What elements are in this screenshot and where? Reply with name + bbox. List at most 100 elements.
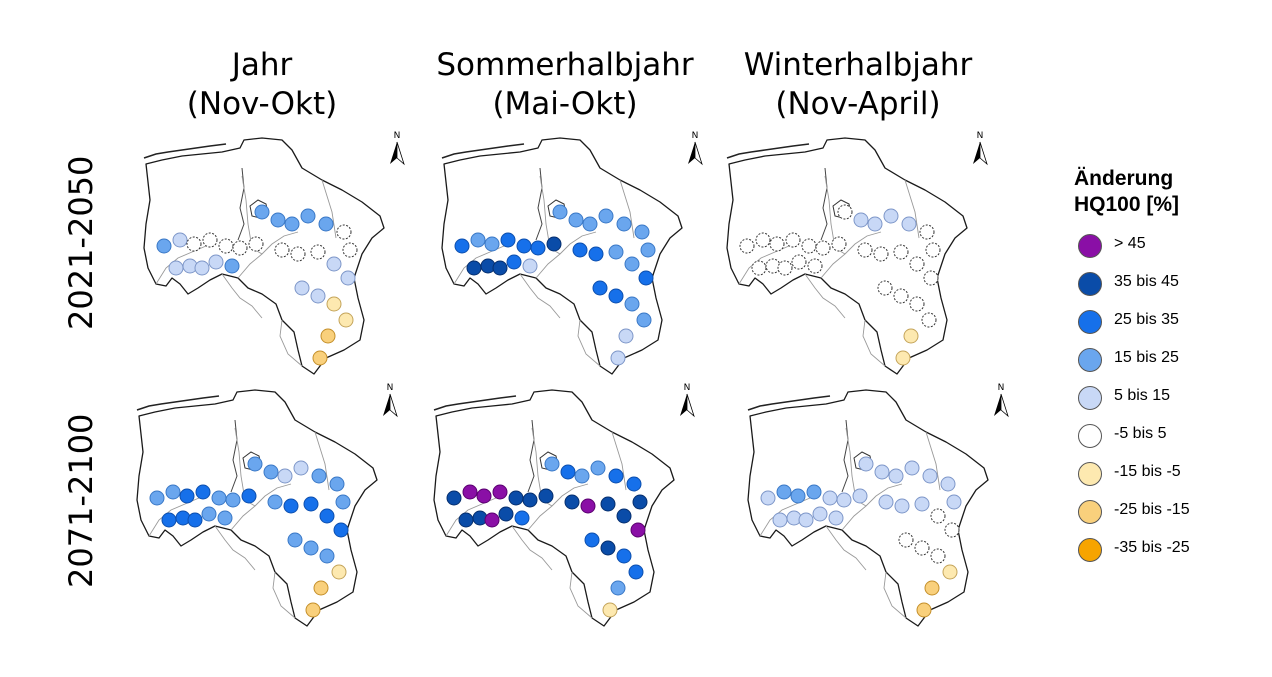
river-line (221, 273, 263, 319)
gauge-station-marker (812, 506, 828, 522)
map-svg: N (136, 383, 398, 627)
gauge-station-marker (454, 238, 470, 254)
gauge-station-marker (462, 484, 478, 500)
gauge-station-marker (254, 204, 270, 220)
river-line (569, 571, 593, 619)
gauge-station-marker (274, 242, 290, 258)
legend-swatch (1078, 386, 1102, 410)
legend-item: 25 bis 35 (1074, 304, 1264, 342)
region-outline (136, 389, 378, 627)
island-chain (136, 395, 220, 411)
gauge-station-marker (914, 540, 930, 556)
north-arrow-label: N (394, 131, 401, 141)
gauge-station-marker (538, 488, 554, 504)
gauge-station-marker (739, 238, 755, 254)
gauge-station-marker (760, 490, 776, 506)
gauge-station-marker (522, 492, 538, 508)
gauge-station-marker (293, 460, 309, 476)
island-chain (441, 143, 525, 159)
north-arrow-label: N (998, 383, 1005, 393)
legend-item: 35 bis 45 (1074, 266, 1264, 304)
gauge-station-marker (580, 498, 596, 514)
gauge-station-marker (247, 456, 263, 472)
north-arrow-icon (973, 141, 988, 166)
legend-label: 5 bis 15 (1114, 387, 1171, 404)
gauge-station-marker (333, 522, 349, 538)
gauge-station-marker (769, 236, 785, 252)
legend-label: > 45 (1114, 235, 1146, 252)
legend-label: -15 bis -5 (1114, 463, 1181, 480)
north-arrow-label: N (387, 383, 394, 393)
gauge-station-marker (602, 602, 618, 618)
legend-item: 15 bis 25 (1074, 342, 1264, 380)
row-title-2021-2050: 2021-2050 (62, 155, 100, 330)
gauge-station-marker (940, 476, 956, 492)
river-line (611, 431, 627, 491)
legend-swatch (1078, 462, 1102, 486)
gauge-station-marker (224, 258, 240, 274)
gauge-station-marker (208, 254, 224, 270)
gauge-station-marker (638, 270, 654, 286)
gauge-station-marker (287, 532, 303, 548)
gauge-station-marker (202, 232, 218, 248)
legend-swatch (1078, 272, 1102, 296)
river-line (535, 231, 597, 279)
column-title-line2: (Mai-Okt) (492, 86, 638, 122)
island-chain (726, 143, 810, 159)
gauge-station-marker (294, 280, 310, 296)
gauge-station-marker (909, 296, 925, 312)
gauge-station-marker (893, 288, 909, 304)
gauge-station-marker (608, 244, 624, 260)
gauge-station-marker (878, 494, 894, 510)
gauge-station-marker (476, 488, 492, 504)
gauge-station-marker (165, 484, 181, 500)
gauge-station-marker (211, 490, 227, 506)
gauge-station-marker (888, 468, 904, 484)
river-line (862, 319, 886, 367)
map-panel-2021-2050-sommerhalbjahr: N (420, 128, 710, 378)
gauge-station-marker (498, 506, 514, 522)
gauge-station-marker (608, 288, 624, 304)
gauge-station-marker (470, 232, 486, 248)
gauge-station-marker (632, 494, 648, 510)
gauge-station-marker (484, 512, 500, 528)
gauge-station-marker (755, 232, 771, 248)
gauge-station-marker (248, 236, 264, 252)
gauge-station-marker (514, 510, 530, 526)
gauge-station-marker (798, 512, 814, 528)
gauge-station-marker (263, 464, 279, 480)
gauge-station-marker (924, 580, 940, 596)
gauge-station-marker (857, 242, 873, 258)
gauge-station-marker (598, 208, 614, 224)
gauge-station-marker (572, 242, 588, 258)
map-panel-2071-2100-winterhalbjahr: N (726, 380, 1016, 630)
gauge-station-marker (772, 512, 788, 528)
gauge-station-marker (828, 510, 844, 526)
gauge-station-marker (853, 212, 869, 228)
map-svg: N (441, 131, 703, 375)
gauge-station-marker (893, 244, 909, 260)
gauge-station-marker (901, 216, 917, 232)
river-line (804, 273, 846, 319)
river-line (272, 571, 296, 619)
gauge-station-marker (930, 548, 946, 564)
gauge-station-marker (600, 496, 616, 512)
gauge-station-marker (624, 256, 640, 272)
legend-swatch (1078, 348, 1102, 372)
gauge-station-marker (500, 232, 516, 248)
gauge-station-marker (903, 328, 919, 344)
gauge-station-marker (290, 246, 306, 262)
gauge-station-marker (806, 484, 822, 500)
gauge-station-marker (232, 240, 248, 256)
gauge-station-marker (584, 532, 600, 548)
gauge-station-marker (313, 580, 329, 596)
river-line (577, 319, 601, 367)
legend-item: -25 bis -15 (1074, 494, 1264, 532)
legend-title-line1: Änderung (1074, 167, 1174, 190)
gauge-station-marker (522, 258, 538, 274)
legend-label: 25 bis 35 (1114, 311, 1179, 328)
gauge-station-marker (326, 256, 342, 272)
region-outline (747, 389, 989, 627)
river-line (214, 525, 256, 571)
map-svg: N (726, 131, 988, 375)
